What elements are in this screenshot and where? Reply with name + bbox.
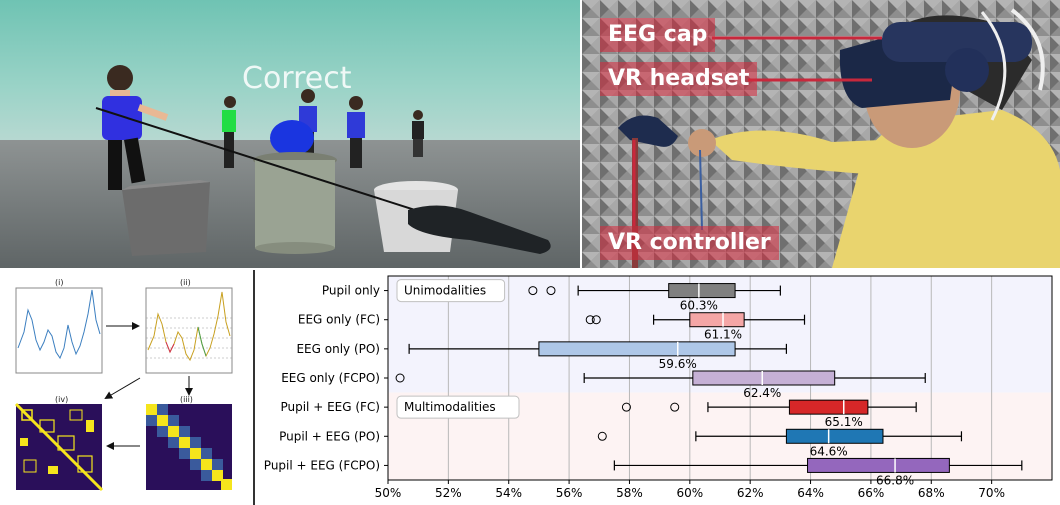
avatar-near [102,65,169,190]
outlier-point [546,286,556,296]
panel-label-ii: (ii) [180,278,191,287]
label-vr-headset: VR headset [600,62,758,96]
category-label: EEG only (PO) [296,342,380,356]
x-tick-label: 54% [495,486,522,500]
plot-frame [387,275,1053,481]
category-label: EEG only (FCPO) [281,371,380,385]
category-label: Pupil + EEG (FC) [280,400,380,414]
box-2 [538,341,736,357]
median-label: 61.1% [704,328,742,342]
median-label: 59.6% [659,357,697,371]
box-0 [668,283,736,299]
x-tick-label: 58% [616,486,643,500]
median-label: 62.4% [743,386,781,400]
panel-quantised-signal [145,287,233,374]
x-tick-label: 62% [737,486,764,500]
box-5 [785,428,884,444]
setup-photo: EEG cap VR headset VR controller [582,0,1060,268]
pointer-ray [95,107,441,219]
pedestal [253,152,337,254]
category-label: EEG only (FC) [298,313,380,327]
label-vr-controller: VR controller [600,226,779,260]
ball [270,120,314,156]
category-label: Pupil + EEG (FCPO) [264,458,380,472]
box-3 [692,370,836,386]
category-label: Pupil only [322,284,380,298]
horizontal-divider [0,268,1060,270]
x-tick-label: 56% [556,486,583,500]
outlier-point [585,315,595,325]
outlier-point [621,402,631,412]
outlier-point [670,402,680,412]
avatar-far-right [347,96,365,168]
box-1 [689,312,745,328]
group-label-box [396,279,506,303]
grey-bin [122,182,210,256]
panel-raw-signal [15,287,103,374]
x-tick-label: 66% [858,486,885,500]
panel-label-i: (i) [55,278,63,287]
x-tick-label: 52% [435,486,462,500]
vertical-divider [253,270,255,505]
box-4 [788,399,869,415]
vr-controller-model [408,205,551,254]
x-tick-label: 68% [918,486,945,500]
group-label-box [396,395,520,419]
group-label: Unimodalities [404,284,486,298]
panel-recurrence-plot [14,402,104,492]
panel-label-iv: (iv) [55,395,68,404]
outlier-point [597,431,607,441]
outlier-point [591,315,601,325]
box-6 [807,457,950,473]
outlier-point [395,373,405,383]
x-tick-label: 70% [978,486,1005,500]
median-label: 60.3% [680,299,718,313]
panel-label-iii: (iii) [180,395,193,404]
x-tick-label: 64% [797,486,824,500]
processing-pipeline: (i) (ii) (iii) [0,270,252,505]
median-label: 65.1% [825,415,863,429]
x-tick-label: 60% [676,486,703,500]
label-eeg-cap: EEG cap [600,18,716,52]
x-tick-label: 50% [375,486,402,500]
vr-scene-image: Correct [0,0,580,268]
person [832,110,1060,268]
accuracy-boxplot: 60.3% 61.1% 59.6% 62.4% 65.1% 64.6% 66.8% Unimo… [256,270,1060,505]
group-label: Multimodalities [404,400,496,414]
avatar-distant [412,110,424,157]
category-label: Pupil + EEG (PO) [279,429,380,443]
outlier-point [528,286,538,296]
panel-transition-matrix [146,404,232,490]
median-label: 64.6% [810,444,848,458]
feedback-text: Correct [242,61,352,96]
